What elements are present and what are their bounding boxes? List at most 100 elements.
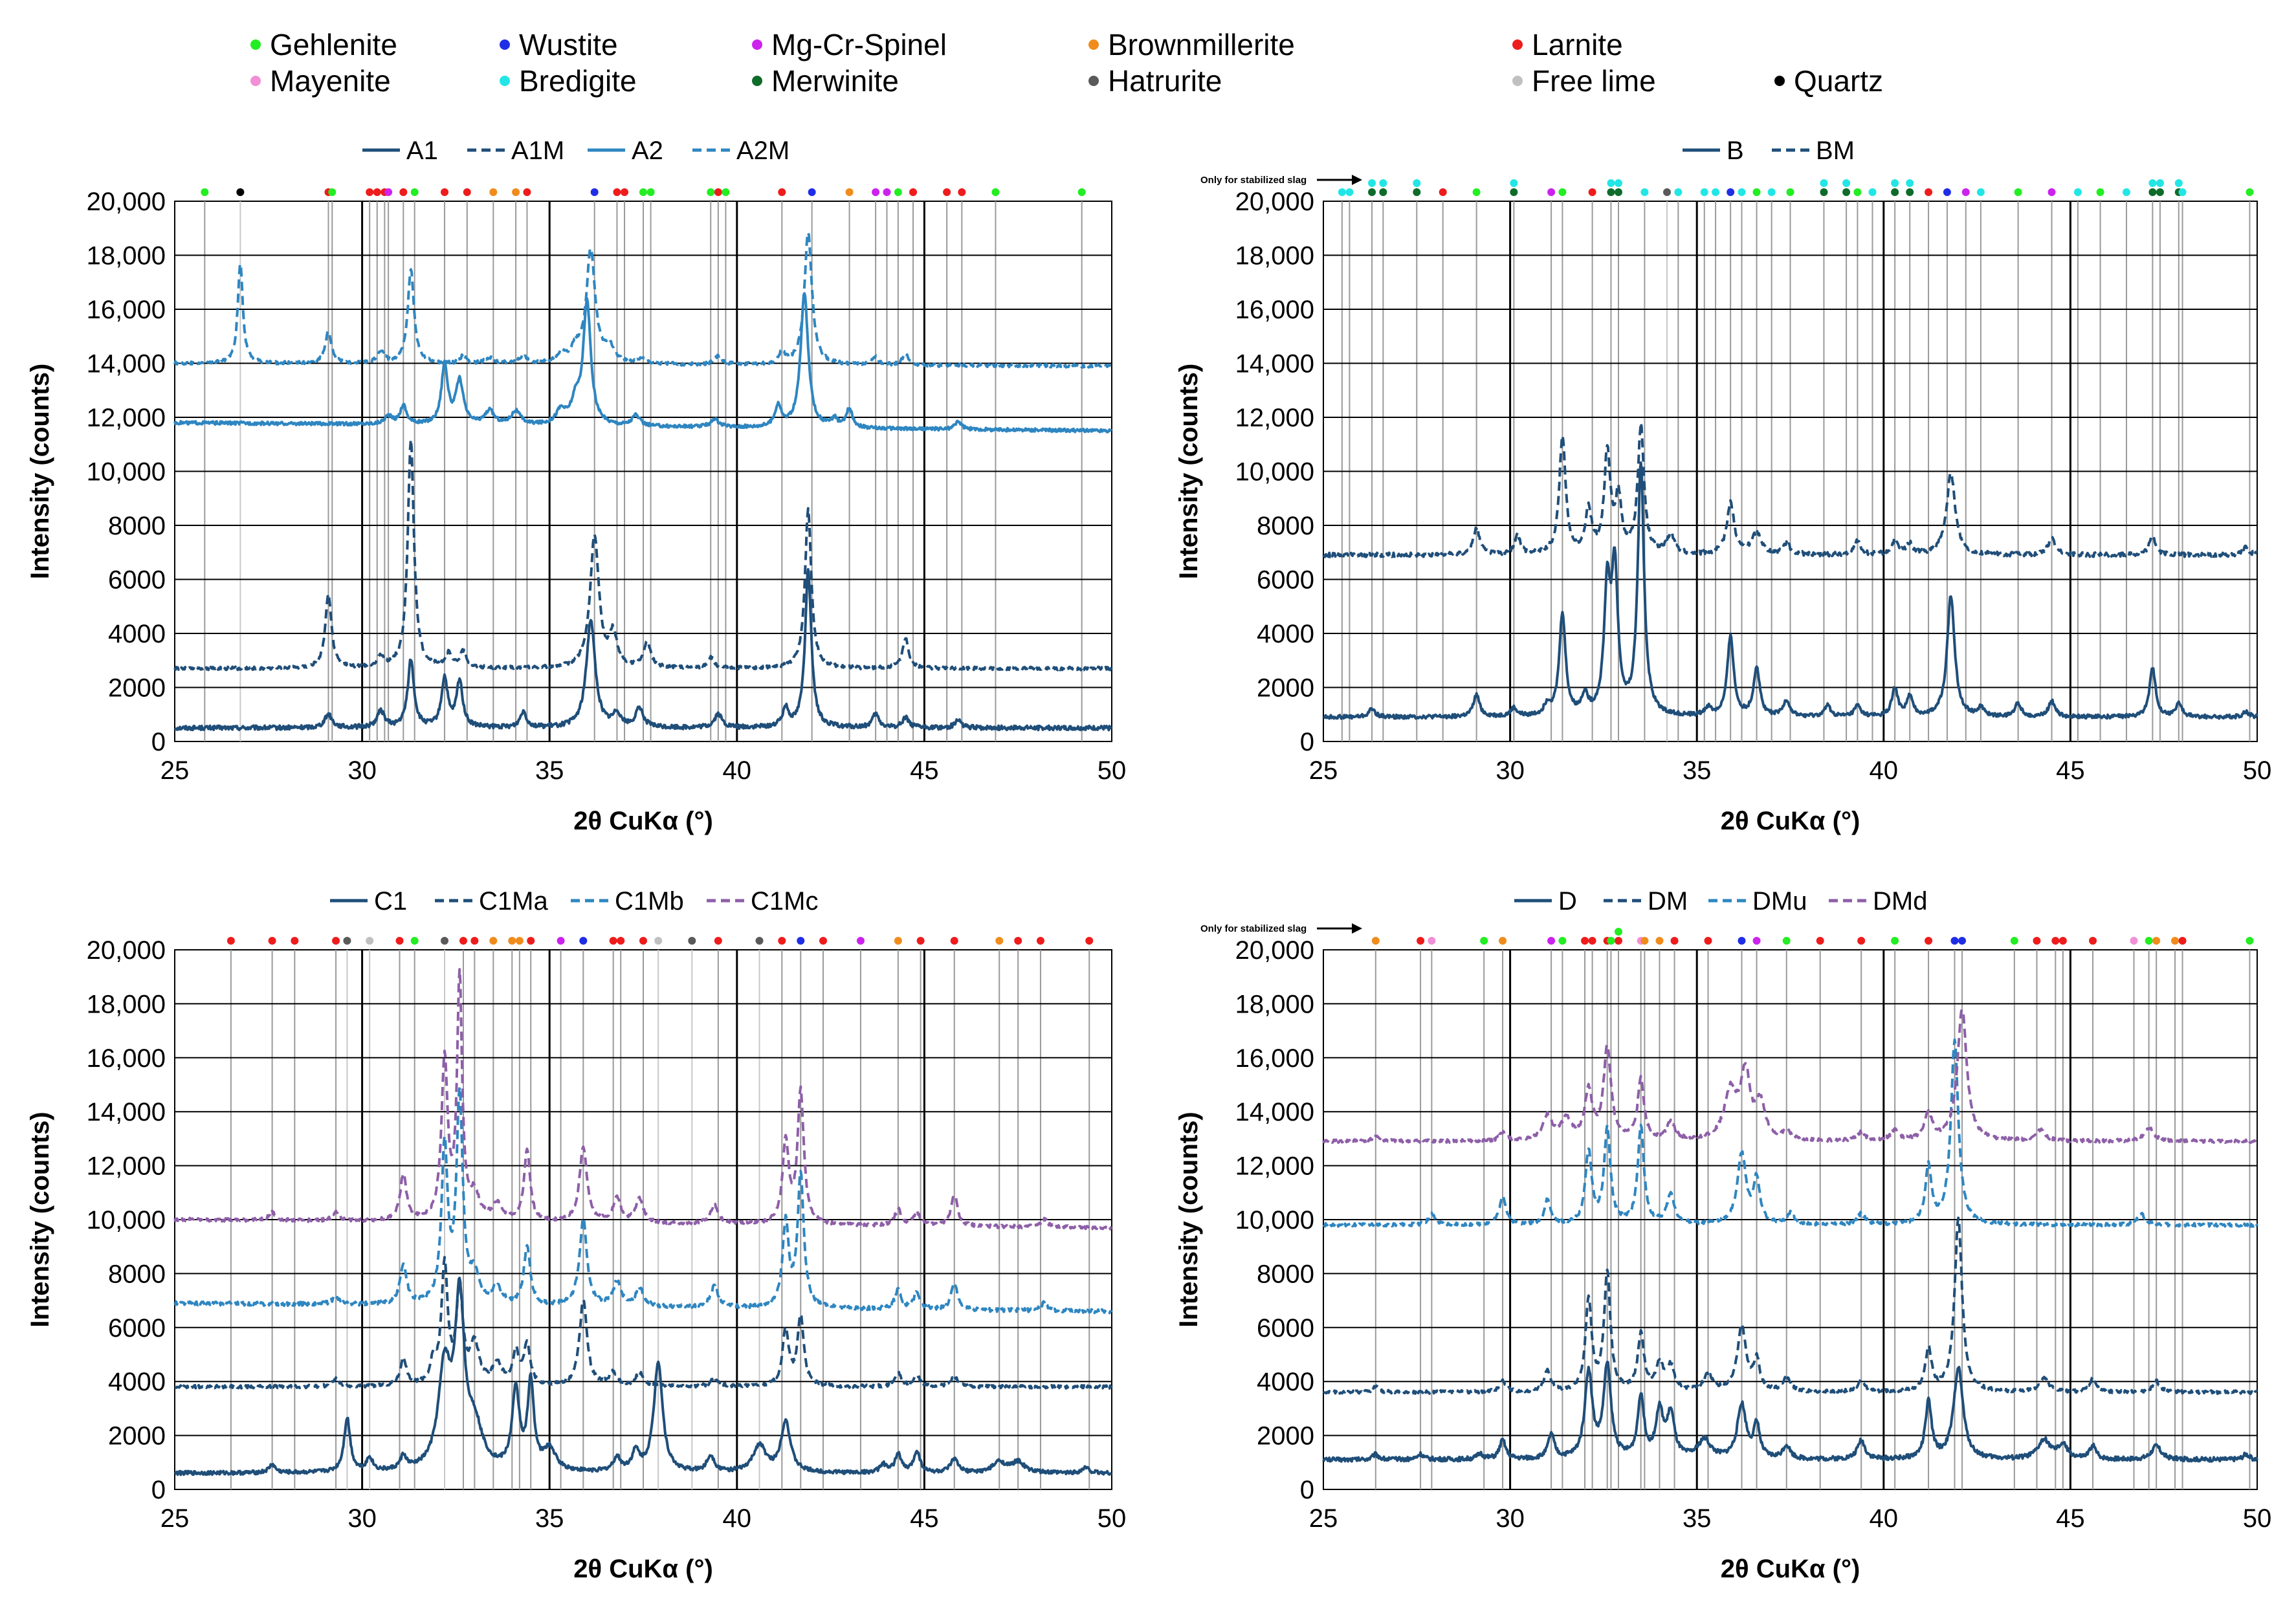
phase-marker-brownmillerite xyxy=(995,937,1004,945)
series-line-a1 xyxy=(173,568,1113,732)
phase-marker-larnite xyxy=(1014,937,1022,945)
phase-legend-item-brownmillerite: Brownmillerite xyxy=(1088,28,1295,61)
phase-marker-larnite xyxy=(332,937,340,945)
phase-marker-wustite xyxy=(1943,188,1951,196)
x-tick-label: 40 xyxy=(723,756,752,785)
legend-label-c1ma: C1Ma xyxy=(479,887,548,916)
phase-legend-item-free-lime: Free lime xyxy=(1512,64,1656,98)
phase-markers xyxy=(1338,179,2254,196)
y-tick-label: 18,000 xyxy=(1235,990,1314,1018)
phase-marker-bredigite xyxy=(1700,188,1708,196)
phase-marker-gehlenite xyxy=(722,188,730,196)
legend-label-dmd: DMd xyxy=(1873,887,1927,916)
phase-marker-larnite xyxy=(470,937,479,945)
y-axis-title: Intensity (counts) xyxy=(1175,1112,1203,1327)
phase-marker-hatrurite xyxy=(441,937,449,945)
phase-marker-gehlenite xyxy=(2014,188,2022,196)
phase-marker-bredigite xyxy=(1345,188,1354,196)
phase-marker-gehlenite xyxy=(991,188,1000,196)
x-tick-labels: 25 30 35 40 45 50 xyxy=(1309,756,2272,785)
phase-marker-bredigite xyxy=(1614,179,1622,187)
legend-label-a1m: A1M xyxy=(511,137,564,165)
phase-marker-bredigite xyxy=(2174,179,2183,187)
phase-marker-mg-cr-spinel xyxy=(856,937,865,945)
phase-marker-larnite xyxy=(621,188,629,196)
phase-label-quartz: Quartz xyxy=(1794,64,1883,98)
phase-marker-brownmillerite xyxy=(894,937,902,945)
y-tick-label: 18,000 xyxy=(1235,242,1314,270)
phase-marker-brownmillerite xyxy=(1640,937,1649,945)
phase-marker-bredigite xyxy=(2148,179,2157,187)
phase-marker-merwinite xyxy=(1368,188,1376,196)
y-tick-label: 6000 xyxy=(108,1314,166,1343)
series-lines xyxy=(1322,1008,2258,1463)
y-tick-label: 18,000 xyxy=(87,242,166,270)
phase-marker-larnite xyxy=(1581,937,1589,945)
phase-label-larnite: Larnite xyxy=(1532,28,1623,61)
y-tick-label: 10,000 xyxy=(1235,458,1314,487)
y-tick-label: 0 xyxy=(1300,1476,1314,1504)
phase-marker-larnite xyxy=(2051,937,2060,945)
y-tick-label: 2000 xyxy=(1257,1422,1314,1451)
series-line-dmd xyxy=(1322,1008,2258,1145)
chart-panel-b: Only for stabilized slag 0 2000 4000 6000 800… xyxy=(1175,137,2271,835)
y-tick-label: 0 xyxy=(1300,728,1314,756)
legend-label-dmu: DMu xyxy=(1752,887,1807,916)
phase-marker-gehlenite xyxy=(201,188,209,196)
phase-marker-bredigite xyxy=(1842,179,1851,187)
phase-marker-bredigite xyxy=(1712,188,1720,196)
phase-marker-larnite xyxy=(366,188,374,196)
chart-panel-a: 0 2000 4000 6000 8000 10,000 12,000 14,000 16,00… xyxy=(26,137,1126,835)
phase-label-wustite: Wustite xyxy=(519,28,618,61)
phase-label-mg-cr-spinel: Mg-Cr-Spinel xyxy=(771,28,947,61)
phase-legend-item-mg-cr-spinel: Mg-Cr-Spinel xyxy=(752,28,947,61)
phase-marker-free-lime xyxy=(654,937,663,945)
x-tick-label: 25 xyxy=(1309,756,1338,785)
series-line-b xyxy=(1323,461,2258,720)
phase-marker-larnite xyxy=(909,188,918,196)
phase-marker-brownmillerite xyxy=(489,937,498,945)
phase-marker-larnite xyxy=(1704,937,1712,945)
legend-label-c1mb: C1Mb xyxy=(615,887,684,916)
phase-marker-bredigite xyxy=(1976,188,1985,196)
legend-label-bm: BM xyxy=(1816,137,1855,165)
phase-marker-bredigite xyxy=(2122,188,2130,196)
phase-marker-larnite xyxy=(778,937,786,945)
phase-marker-gehlenite xyxy=(1472,188,1481,196)
y-tick-label: 2000 xyxy=(108,1422,166,1451)
phase-marker-larnite xyxy=(1816,937,1824,945)
phase-dot-brownmillerite xyxy=(1088,39,1099,50)
phase-marker-larnite xyxy=(399,188,408,196)
y-tick-label: 20,000 xyxy=(87,188,166,216)
phase-marker-larnite xyxy=(2033,937,2041,945)
phase-legend-item-mayenite: Mayenite xyxy=(250,64,391,98)
y-tick-label: 8000 xyxy=(1257,1260,1314,1288)
y-tick-label: 16,000 xyxy=(1235,296,1314,324)
phase-legend-item-quartz: Quartz xyxy=(1774,64,1883,98)
y-tick-label: 18,000 xyxy=(87,990,166,1018)
phase-marker-mg-cr-spinel xyxy=(883,188,891,196)
phase-marker-larnite xyxy=(373,188,381,196)
phase-marker-bredigite xyxy=(1510,179,1518,187)
phase-marker-mg-cr-spinel xyxy=(1961,188,1970,196)
phase-marker-brownmillerite xyxy=(1371,937,1380,945)
phase-marker-mg-cr-spinel xyxy=(1547,188,1556,196)
phase-marker-merwinite xyxy=(2156,188,2164,196)
phase-marker-wustite xyxy=(1950,937,1959,945)
y-tick-label: 20,000 xyxy=(1235,188,1314,216)
phase-marker-brownmillerite xyxy=(489,188,498,196)
x-tick-label: 25 xyxy=(160,756,190,785)
y-axis-title: Intensity (counts) xyxy=(1175,364,1203,579)
legend-label-d: D xyxy=(1558,887,1577,916)
phase-marker-larnite xyxy=(819,937,828,945)
phase-dot-wustite xyxy=(500,39,510,50)
y-tick-label: 2000 xyxy=(108,674,166,703)
series-line-dmu xyxy=(1322,1038,2258,1228)
phase-marker-merwinite xyxy=(2148,188,2157,196)
phase-marker-larnite xyxy=(459,937,467,945)
phase-marker-merwinite xyxy=(1413,188,1421,196)
phase-marker-larnite xyxy=(1614,937,1622,945)
phase-marker-gehlenite xyxy=(2246,188,2254,196)
phase-marker-gehlenite xyxy=(410,937,419,945)
phase-marker-larnite xyxy=(226,937,235,945)
